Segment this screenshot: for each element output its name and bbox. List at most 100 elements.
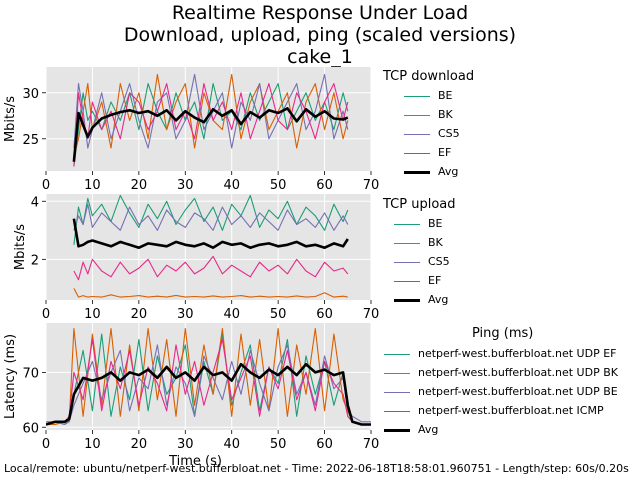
legend-label: netperf-west.bufferbloat.net ICMP	[418, 404, 604, 417]
legend-item: BK	[394, 235, 640, 251]
legend-swatch	[384, 392, 410, 393]
series-group-1	[72, 194, 349, 298]
x-tick-label: 10	[84, 178, 101, 193]
x-tick-label: 60	[316, 178, 333, 193]
legend-title: TCP upload	[383, 197, 456, 212]
x-tick-label: 40	[223, 307, 240, 322]
legend-label: EF	[428, 274, 442, 287]
x-tick-label: 20	[131, 178, 148, 193]
legend-swatch	[394, 281, 420, 282]
legend-swatch	[394, 224, 420, 225]
x-tick-label: 70	[363, 178, 380, 193]
legend-item: netperf-west.bufferbloat.net ICMP	[384, 403, 640, 419]
legend-item: CS5	[404, 126, 640, 142]
legend-swatch	[384, 411, 410, 412]
series-line-3	[73, 83, 349, 167]
series-line-0	[73, 194, 349, 245]
x-tick-label: 50	[270, 307, 287, 322]
x-tick-label: 20	[131, 307, 148, 322]
y-tick-label: 4	[31, 195, 39, 210]
x-tick-label: 40	[223, 178, 240, 193]
legend-label: CS5	[428, 255, 450, 268]
y-tick-label: 25	[22, 133, 39, 148]
x-tick-label: 60	[316, 307, 333, 322]
series-line-3	[73, 255, 349, 281]
series-line-2	[46, 344, 371, 426]
legend-item: Avg	[384, 422, 640, 438]
legend-title: Ping (ms)	[472, 326, 534, 341]
series-line-0	[73, 83, 349, 167]
series-group-0	[72, 73, 349, 167]
x-tick-label: 10	[84, 437, 101, 452]
y-axis-label: Mbits/s	[3, 96, 18, 142]
legend-label: EF	[438, 146, 452, 159]
legend-label: CS5	[438, 127, 460, 140]
legend-label: Avg	[418, 423, 439, 436]
x-tick-label: 10	[84, 307, 101, 322]
y-tick-label: 60	[22, 421, 39, 436]
legend-label: BE	[428, 217, 443, 230]
y-axis-label: Latency (ms)	[3, 334, 18, 419]
legend-item: BE	[404, 88, 640, 104]
x-tick-label: 50	[270, 437, 287, 452]
x-tick-label: 30	[177, 178, 194, 193]
legend-item: EF	[404, 145, 640, 161]
legend-item: CS5	[394, 254, 640, 270]
legend-swatch	[394, 299, 420, 302]
chart-title-line-2: Download, upload, ping (scaled versions)	[123, 24, 517, 46]
legend-item: netperf-west.bufferbloat.net UDP BE	[384, 384, 640, 400]
legend-label: Avg	[438, 165, 459, 178]
series-line-avg	[72, 218, 349, 249]
x-tick-label: 70	[363, 437, 380, 452]
y-axis-label: Mbits/s	[13, 224, 28, 270]
series-line-2	[73, 203, 349, 231]
x-tick-label: 0	[42, 178, 50, 193]
y-tick-label: 30	[22, 87, 39, 102]
legend-item: BK	[404, 107, 640, 123]
legend-swatch	[404, 115, 430, 116]
legend-swatch	[404, 134, 430, 135]
x-axis-label: Time (s)	[168, 454, 222, 469]
legend-swatch	[384, 354, 410, 355]
x-tick-label: 50	[270, 178, 287, 193]
legend-label: netperf-west.bufferbloat.net UDP EF	[418, 347, 617, 360]
x-tick-label: 70	[363, 307, 380, 322]
legend-item: BE	[394, 216, 640, 232]
y-tick-label: 2	[31, 253, 39, 268]
legend-label: BK	[428, 236, 443, 249]
legend-swatch	[404, 153, 430, 154]
plot-area-1	[46, 194, 371, 300]
x-tick-label: 0	[42, 437, 50, 452]
legend-item: netperf-west.bufferbloat.net UDP EF	[384, 346, 640, 362]
chart-title-line-1: Realtime Response Under Load	[171, 2, 469, 24]
series-line-1	[73, 288, 348, 298]
x-tick-label: 30	[177, 307, 194, 322]
series-line-avg	[72, 107, 349, 162]
legend-swatch	[404, 171, 430, 174]
series-group-2	[46, 327, 371, 426]
x-tick-label: 60	[316, 437, 333, 452]
x-tick-label: 40	[223, 437, 240, 452]
y-tick-label: 70	[22, 366, 39, 381]
legend-swatch	[394, 262, 420, 263]
chart-title-line-3: cake_1	[287, 46, 353, 68]
legend-item: Avg	[404, 164, 640, 180]
legend-swatch	[404, 96, 430, 97]
legend-item: netperf-west.bufferbloat.net UDP BK	[384, 365, 640, 381]
legend-label: Avg	[428, 293, 449, 306]
legend-label: netperf-west.bufferbloat.net UDP BK	[418, 366, 618, 379]
legend-label: BK	[438, 108, 453, 121]
footer-info: Local/remote: ubuntu/netperf-west.buffer…	[4, 462, 629, 475]
series-line-avg	[46, 362, 371, 426]
x-tick-label: 30	[177, 437, 194, 452]
legend-title: TCP download	[383, 69, 475, 84]
x-tick-label: 20	[131, 437, 148, 452]
legend-item: EF	[394, 273, 640, 289]
legend-swatch	[394, 243, 420, 244]
legend-item: Avg	[394, 292, 640, 308]
legend-swatch	[384, 373, 410, 374]
legend-swatch	[384, 429, 410, 432]
x-tick-label: 0	[42, 307, 50, 322]
legend-label: BE	[438, 89, 453, 102]
